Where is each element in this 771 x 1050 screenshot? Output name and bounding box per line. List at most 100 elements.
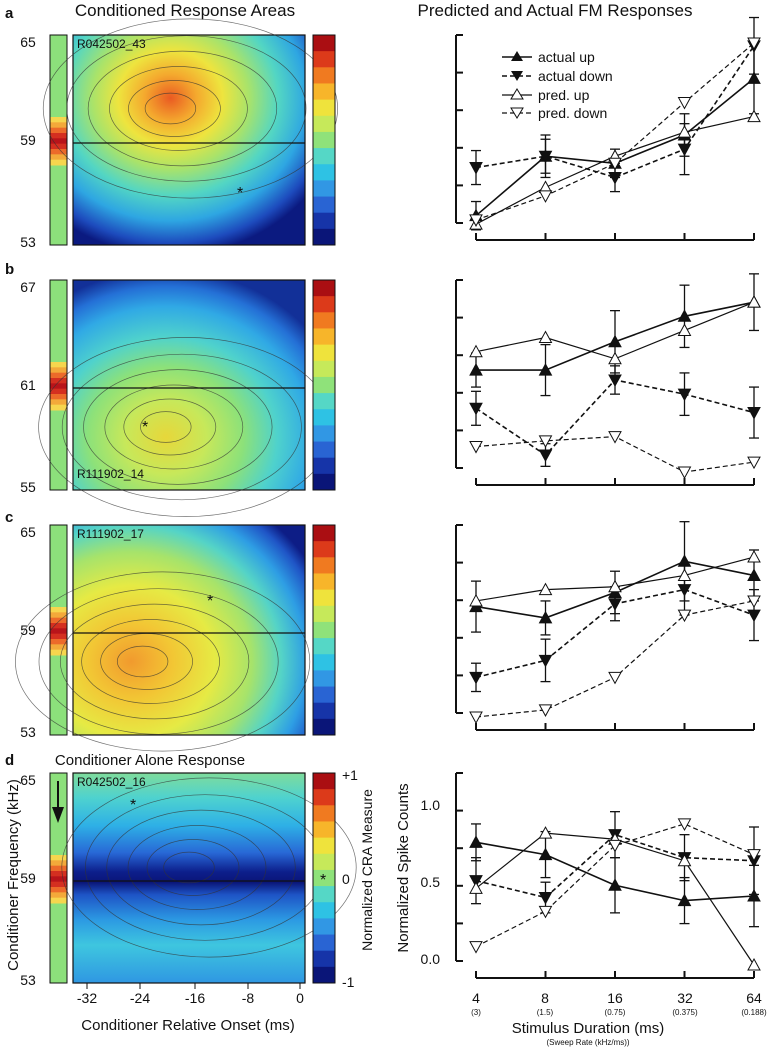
fm-x-axis: 4 8 16 32 64 (3) (1.5) (0.75) (0.375) (0… [471,990,767,1047]
colorbar-cell [313,393,335,410]
colorbar-cell [313,115,335,133]
colorbar-cell [313,131,335,149]
conditioner-strip-band [50,404,67,411]
contour-line [61,777,357,958]
conditioner-strip-band [50,122,67,129]
colorbar-cell [313,670,335,687]
fm-plot-b [455,273,761,486]
peak-star: * [130,797,136,814]
panel-letter: a [5,5,14,22]
data-point [677,818,692,831]
data-point [608,839,622,853]
series-line [475,823,755,948]
data-point [747,568,761,581]
data-point [469,941,483,954]
unit-id: R042502_43 [77,37,146,51]
contour-line [83,369,273,485]
unit-id: R042502_16 [77,775,146,789]
colorbar-cell [313,621,335,639]
colorbar-cell [313,805,335,822]
legend-marker-pred-up [510,88,524,100]
colorbar-cell [313,212,335,230]
colorbar-cell [313,376,335,394]
data-point [469,162,483,175]
panel-b: b 67 61 55 R111902_14 * [5,261,761,517]
contour-line [109,66,248,151]
data-point [608,579,622,593]
data-point [538,330,553,344]
series-pred-down [469,595,761,725]
data-point [538,150,553,164]
contour-lines [61,777,357,958]
colorbar-cell [313,686,335,704]
colorbar-cell [313,35,335,52]
conditioner-strip-band [50,143,67,150]
colorbar-cell [313,886,335,903]
colorbar-cell [313,148,335,165]
data-point [538,704,553,717]
fm-y-tick: 0.0 [421,951,441,967]
data-point [747,849,761,862]
data-point [538,363,553,376]
series-pred-up [469,295,761,365]
data-point [469,671,483,685]
peak-star: * [142,419,148,436]
data-point [469,881,483,894]
cra-y-axis-label: Conditioner Frequency (kHz) [5,779,22,971]
conditioner-strip-band [50,649,67,656]
conditioner-strip-band [50,892,67,899]
fm-plot-d [455,772,761,979]
cra-x-axis-label: Conditioner Relative Onset (ms) [81,1017,294,1034]
colorbar-cell [313,918,335,935]
data-point [608,431,622,444]
cra-contour-plot [72,524,306,736]
freq-tick: 59 [20,132,36,148]
contour-line [140,411,192,443]
data-point [538,892,553,905]
freq-tick: 67 [20,279,36,295]
conditioner-strip-band [50,138,67,145]
colorbar-cell [313,589,335,607]
data-point [677,466,692,480]
conditioner-strip-band [50,871,67,877]
data-point [677,568,692,581]
unit-id: R111902_17 [77,527,144,541]
colorbar-cell [313,541,335,558]
fm-x-tick: 64 [746,990,762,1006]
legend-label-actual-down: actual down [538,68,613,84]
cra-x-tick: -32 [77,990,97,1006]
legend-marker-pred-down [510,107,524,119]
colorbar-cell [313,457,335,475]
series-actual-down [469,811,761,914]
contour-line [66,35,307,182]
conditioner-strip-band [50,876,67,883]
conditioner-strip-band [50,607,67,613]
conditioner-strip-band [50,159,67,166]
conditioner-strip-band [50,628,67,635]
cra-x-tick: -24 [130,990,150,1006]
data-point [677,125,692,138]
contour-line [116,645,169,678]
colorbar-frame [312,524,336,736]
data-point [538,905,553,919]
data-point [469,593,483,607]
freq-tick: 61 [20,377,36,393]
contour-lines [15,571,311,752]
data-point [677,309,692,322]
left-title: Conditioned Response Areas [75,1,295,20]
data-point [747,957,761,971]
contour-line [127,825,267,910]
legend-label-pred-up: pred. up [538,87,590,103]
data-point [538,190,553,203]
conditioner-strip-band [50,372,67,379]
colorbar-cell [313,573,335,591]
colorbar-frame [312,279,336,491]
colorbar-cell [313,638,335,655]
colorbar-cell [313,344,335,362]
data-point [538,654,553,668]
conditioner-strip-band [50,887,67,893]
colorbar-cell [313,654,335,671]
data-point [747,109,761,123]
data-point [747,407,761,420]
data-point [608,374,622,388]
